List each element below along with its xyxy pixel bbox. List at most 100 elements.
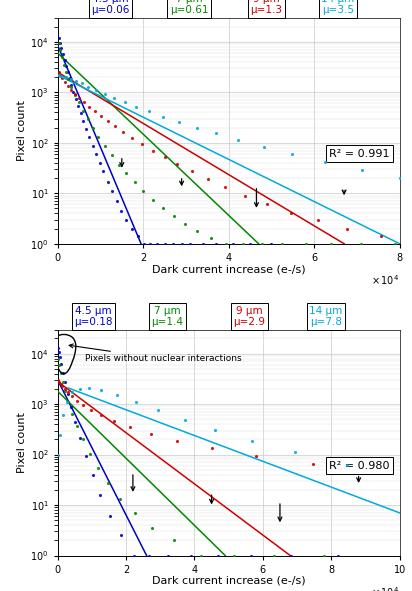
Point xyxy=(108,151,115,160)
Point xyxy=(82,451,89,460)
Point xyxy=(133,102,140,111)
Point xyxy=(170,239,176,248)
Point xyxy=(75,98,82,107)
Point xyxy=(194,226,201,236)
Point xyxy=(86,102,93,111)
Point xyxy=(248,551,254,560)
Point xyxy=(68,80,75,90)
Point xyxy=(62,378,68,387)
Point xyxy=(97,490,104,499)
Point xyxy=(56,360,63,369)
Point xyxy=(149,195,156,204)
Point xyxy=(146,106,152,116)
Point xyxy=(80,434,86,444)
Point xyxy=(302,239,309,248)
Point xyxy=(174,159,180,168)
Point xyxy=(80,401,87,410)
Point xyxy=(86,383,92,392)
Point xyxy=(132,397,139,407)
Point xyxy=(73,76,79,86)
Point xyxy=(287,551,294,560)
Text: R² = 0.980: R² = 0.980 xyxy=(329,460,389,470)
Point xyxy=(98,411,104,420)
Point xyxy=(55,33,62,43)
Point xyxy=(258,239,265,248)
Point xyxy=(230,551,237,560)
Point xyxy=(147,239,153,248)
Point xyxy=(62,77,68,87)
Point xyxy=(65,74,72,84)
Point xyxy=(138,139,145,149)
Point xyxy=(55,450,62,459)
Point xyxy=(81,98,87,107)
Point xyxy=(114,391,120,400)
Text: 9 μm
μ=2.9: 9 μm μ=2.9 xyxy=(233,306,265,327)
Point xyxy=(72,89,79,98)
Point xyxy=(72,417,79,426)
Point xyxy=(80,116,87,126)
Point xyxy=(328,239,335,248)
Point xyxy=(170,212,177,221)
Point xyxy=(131,508,138,518)
Text: R² = 0.991: R² = 0.991 xyxy=(329,149,389,159)
Point xyxy=(65,81,71,90)
Point xyxy=(58,52,65,61)
Point xyxy=(85,82,92,91)
Point xyxy=(248,436,255,445)
Point xyxy=(69,388,76,397)
Text: Pixels without nuclear interactions: Pixels without nuclear interactions xyxy=(69,344,242,363)
Point xyxy=(198,551,204,560)
Point xyxy=(106,512,113,521)
Point xyxy=(292,447,298,457)
Point xyxy=(68,82,75,91)
Point xyxy=(117,531,124,540)
Point xyxy=(122,98,128,107)
Point xyxy=(239,239,246,248)
Point xyxy=(115,160,122,169)
Point xyxy=(268,239,275,248)
Point xyxy=(193,123,200,132)
Point xyxy=(72,90,78,99)
Point xyxy=(59,381,66,391)
Point xyxy=(222,183,229,192)
Point xyxy=(187,551,194,560)
Text: 7 μm
μ=0.61: 7 μm μ=0.61 xyxy=(170,0,208,15)
Point xyxy=(76,384,83,394)
Point xyxy=(65,388,71,397)
Point xyxy=(58,43,64,53)
Point xyxy=(117,495,123,504)
Point xyxy=(178,239,185,248)
Y-axis label: Pixel count: Pixel count xyxy=(17,412,27,473)
Text: 4.5 μm
μ=0.18: 4.5 μm μ=0.18 xyxy=(74,306,113,327)
Point xyxy=(113,196,120,206)
Point xyxy=(187,239,194,248)
Point xyxy=(89,470,96,479)
Point xyxy=(101,89,108,98)
Point xyxy=(105,479,111,488)
Point xyxy=(287,209,294,218)
Point xyxy=(91,106,98,116)
Point xyxy=(241,191,248,200)
Point xyxy=(155,405,162,415)
Point xyxy=(93,149,99,158)
Point xyxy=(63,61,70,71)
Point xyxy=(69,409,76,418)
Point xyxy=(74,421,80,431)
Point xyxy=(181,415,188,424)
Point xyxy=(247,239,253,248)
Text: 9 μm
μ=1.3: 9 μm μ=1.3 xyxy=(250,0,282,15)
Point xyxy=(75,102,82,111)
Point xyxy=(58,359,65,369)
Point xyxy=(77,109,84,118)
Point xyxy=(176,117,183,126)
Point xyxy=(204,174,211,184)
Point xyxy=(73,95,79,104)
Y-axis label: Pixel count: Pixel count xyxy=(17,100,27,161)
Point xyxy=(55,67,62,77)
Point xyxy=(69,392,75,401)
Point xyxy=(321,157,328,167)
Point xyxy=(149,524,156,533)
Point xyxy=(165,551,171,560)
Point xyxy=(343,460,350,470)
Point xyxy=(55,343,62,353)
